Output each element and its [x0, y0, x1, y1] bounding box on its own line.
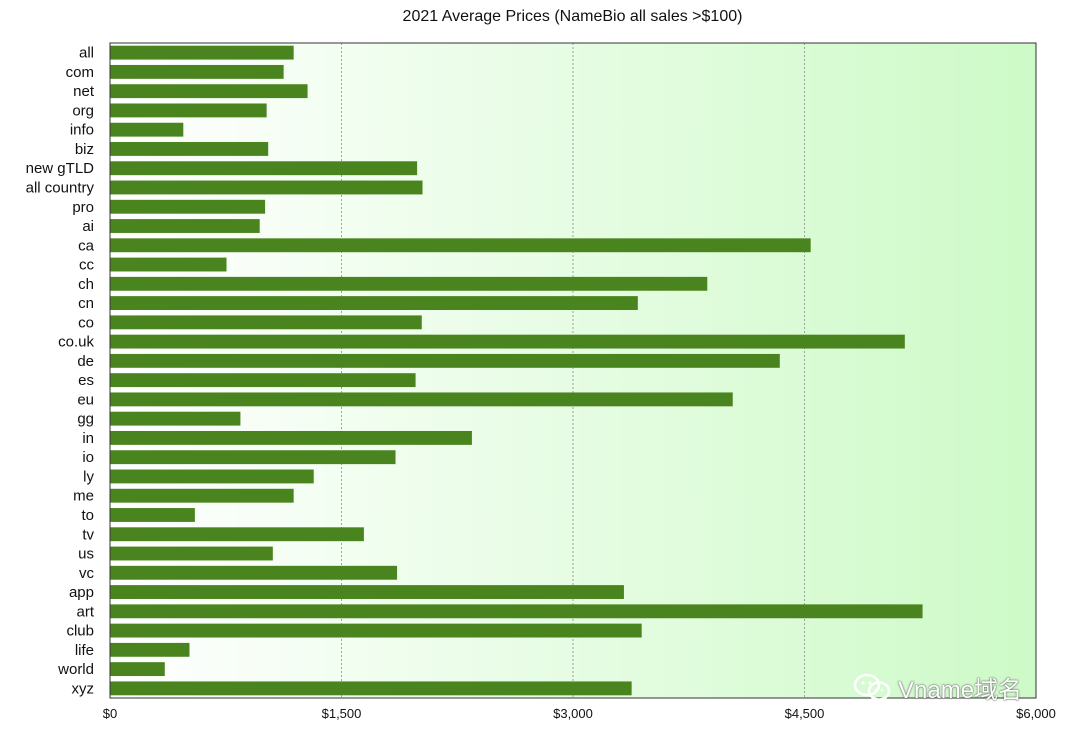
category-label: biz [75, 141, 94, 158]
bar-life [110, 642, 190, 657]
bar-tv [110, 527, 364, 542]
category-label: all country [26, 179, 95, 196]
bar-ai [110, 219, 260, 233]
bar-club [110, 623, 642, 638]
bar-xyz [110, 681, 632, 696]
category-label: eu [77, 391, 94, 408]
category-label: gg [77, 411, 94, 428]
category-labels: all com net org info biz new gTLD all country pr… [26, 45, 95, 698]
category-label: vc [79, 565, 95, 582]
x-tick-label: $3,000 [553, 706, 593, 721]
category-label: com [66, 64, 94, 81]
bar-biz [110, 142, 269, 156]
bar-me [110, 488, 294, 503]
bar-in [110, 430, 472, 445]
category-label: to [81, 507, 94, 524]
category-label: cc [79, 257, 95, 274]
bar-cn [110, 296, 638, 311]
bar-gg [110, 411, 241, 426]
chart-title: 2021 Average Prices (NameBio all sales >… [402, 8, 743, 25]
bar-es [110, 373, 416, 388]
bar-to [110, 508, 195, 522]
bar-app [110, 585, 624, 599]
category-label: de [77, 353, 94, 370]
category-label: art [76, 603, 94, 620]
watermark: Vname域名 [852, 670, 1022, 705]
category-label: pro [72, 199, 94, 216]
category-label: ch [78, 276, 94, 293]
category-label: es [78, 372, 94, 389]
bar-new-gtld [110, 161, 418, 176]
category-label: io [82, 449, 94, 466]
category-label: co [78, 314, 94, 331]
category-label: org [72, 102, 94, 119]
category-label: net [73, 83, 95, 100]
category-label: life [75, 642, 94, 659]
category-label: new gTLD [26, 160, 95, 177]
bar-org [110, 103, 267, 118]
category-label: all [79, 45, 94, 62]
category-label: app [69, 584, 94, 601]
bar-co [110, 315, 422, 330]
watermark-text: Vname域名 [898, 677, 1023, 704]
bar-de [110, 353, 780, 368]
x-tick-label: $0 [103, 706, 117, 721]
bar-pro [110, 199, 266, 214]
bar-info [110, 122, 184, 137]
x-tick-label: $6,000 [1016, 706, 1056, 721]
category-label: ai [82, 218, 94, 235]
category-label: tv [82, 526, 94, 543]
bar-ch [110, 276, 708, 291]
category-label: club [66, 623, 94, 640]
x-axis-ticks: $0 $1,500 $3,000 $4,500 $6,000 [103, 706, 1056, 721]
bar-world [110, 662, 165, 677]
x-tick-label: $4,500 [785, 706, 825, 721]
bar-ca [110, 238, 811, 253]
bar-art [110, 604, 923, 619]
bar-us [110, 546, 273, 561]
bar-all-country [110, 180, 423, 195]
category-label: ly [83, 468, 94, 485]
chat-bubbles-icon [853, 673, 891, 701]
bar-co-uk [110, 334, 905, 349]
x-tick-label: $1,500 [322, 706, 362, 721]
category-label: us [78, 546, 94, 563]
category-label: co.uk [58, 334, 94, 351]
bar-cc [110, 257, 227, 272]
category-label: cn [78, 295, 94, 312]
bar-eu [110, 392, 733, 407]
bars [110, 45, 923, 696]
plot-frame [109, 42, 1037, 699]
category-label: in [82, 430, 94, 447]
category-label: world [57, 661, 94, 678]
category-label: ca [78, 237, 95, 254]
category-label: xyz [72, 680, 95, 697]
bar-ly [110, 469, 314, 484]
bar-net [110, 84, 308, 99]
category-label: me [73, 488, 94, 505]
bar-all [110, 45, 294, 60]
bar-io [110, 450, 396, 465]
bar-vc [110, 565, 398, 580]
bar-com [110, 64, 284, 79]
category-label: info [70, 122, 94, 139]
